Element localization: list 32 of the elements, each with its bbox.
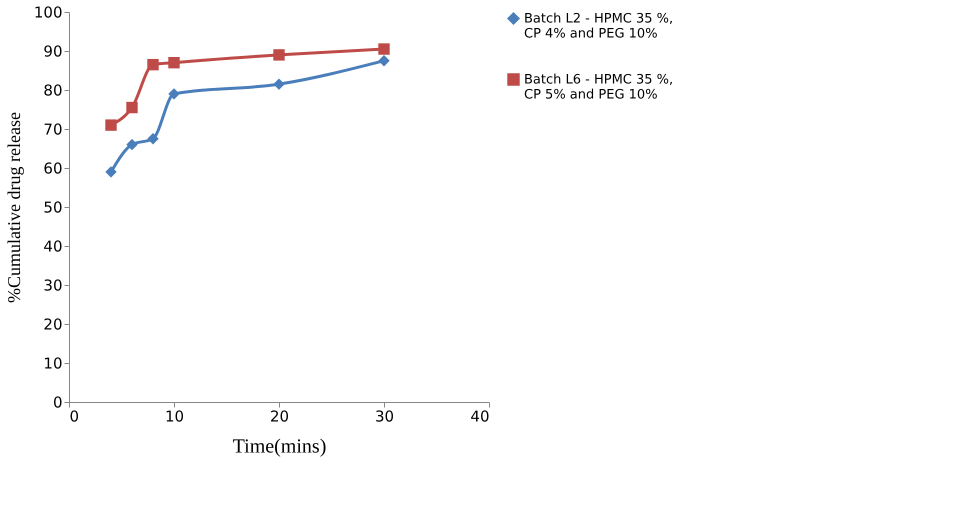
x-tick-label: 40 bbox=[470, 408, 490, 426]
y-tick-label: 40 bbox=[43, 238, 62, 256]
y-axis-title: %Cumulative drug release bbox=[4, 112, 24, 303]
point bbox=[126, 138, 138, 150]
y-tick-label: 10 bbox=[43, 354, 62, 372]
point bbox=[147, 58, 159, 70]
point bbox=[273, 78, 285, 90]
x-axis-title: Time(mins) bbox=[232, 436, 326, 458]
point bbox=[105, 166, 117, 178]
x-tick-label: 10 bbox=[164, 408, 184, 426]
point bbox=[168, 57, 180, 68]
y-tick-label: 30 bbox=[43, 276, 62, 294]
y-tick-label: 70 bbox=[43, 120, 62, 138]
point bbox=[168, 88, 180, 100]
y-tick-label: 20 bbox=[43, 316, 62, 334]
y-tick-label: 100 bbox=[34, 4, 62, 22]
point bbox=[378, 43, 390, 55]
legend-label: Batch L2 - HPMC 35 %, CP 4% and PEG 10% bbox=[524, 12, 674, 42]
point bbox=[105, 119, 117, 131]
y-tick-label: 90 bbox=[43, 42, 62, 60]
y-tick-label: 80 bbox=[43, 82, 62, 100]
x-tick-label: 0 bbox=[70, 408, 80, 426]
x-tick-label: 30 bbox=[374, 408, 394, 426]
point bbox=[273, 49, 285, 61]
point bbox=[147, 133, 159, 144]
y-tick-label: 60 bbox=[43, 160, 62, 178]
point bbox=[126, 102, 138, 114]
point bbox=[378, 55, 390, 66]
y-tick-label: 0 bbox=[52, 394, 62, 412]
y-tick-label: 50 bbox=[43, 198, 62, 216]
legend-label: Batch L6 - HPMC 35 %, CP 5% and PEG 10% bbox=[524, 72, 674, 102]
x-tick-label: 20 bbox=[270, 408, 290, 426]
